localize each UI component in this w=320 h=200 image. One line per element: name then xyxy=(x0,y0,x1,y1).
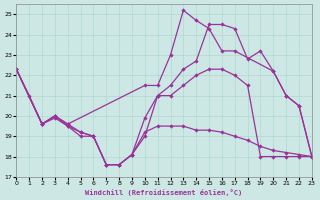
X-axis label: Windchill (Refroidissement éolien,°C): Windchill (Refroidissement éolien,°C) xyxy=(85,189,243,196)
